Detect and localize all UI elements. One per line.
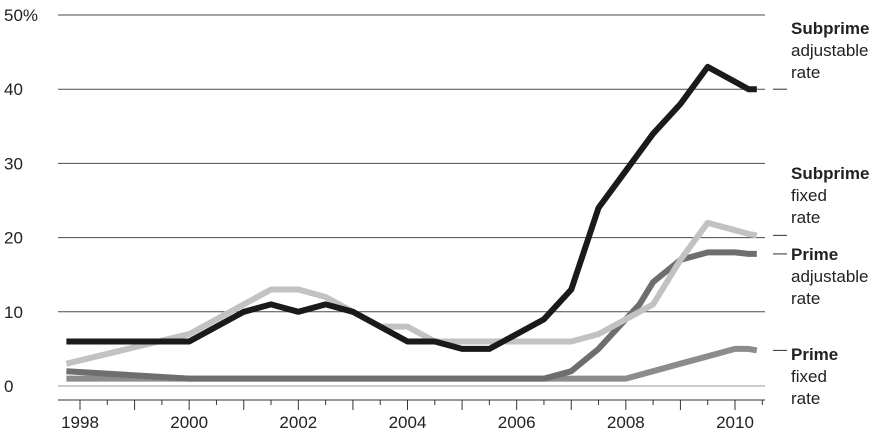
series-label-line-3: rate (791, 63, 821, 82)
x-tick-label-2008: 2008 (607, 413, 645, 432)
y-tick-label-30: 30 (4, 154, 23, 173)
series-label-subprime-fixed: Subprime fixed rate (791, 163, 869, 229)
x-tick-label-2000: 2000 (170, 413, 208, 432)
y-tick-label-10: 10 (4, 303, 23, 322)
series-label-line-1: Prime (791, 245, 839, 264)
x-tick-label-2010: 2010 (716, 413, 754, 432)
series-lines (65, 63, 758, 382)
series-label-line-3: rate (791, 289, 821, 308)
label-leader-lines (773, 88, 787, 351)
y-axis-tick-labels: 0 10 20 30 40 50% (4, 6, 38, 396)
series-label-line-2: fixed (791, 367, 827, 386)
series-line-subprime-fixed-rate (65, 219, 758, 367)
x-tick-label-2006: 2006 (498, 413, 536, 432)
y-tick-label-20: 20 (4, 229, 23, 248)
y-tick-label-0: 0 (4, 377, 13, 396)
series-line-subprime-adjustable-rate (66, 63, 757, 352)
series-line-prime-adjustable-rate (66, 249, 757, 382)
series-label-line-2: adjustable (791, 267, 869, 286)
series-label-line-1: Subprime (791, 164, 870, 183)
x-tick-label-2004: 2004 (389, 413, 427, 432)
series-label-line-2: fixed (791, 186, 827, 205)
grid-lines (58, 14, 765, 387)
x-tick-label-2002: 2002 (279, 413, 317, 432)
x-axis: 1998 2000 2002 2004 2006 2008 2010 (58, 399, 765, 432)
series-label-line-3: rate (791, 208, 821, 227)
x-tick-label-1998: 1998 (61, 413, 99, 432)
y-tick-label-50: 50% (4, 6, 38, 25)
series-label-prime-adjustable: Prime adjustable rate (791, 244, 869, 310)
series-label-line-3: rate (791, 389, 821, 408)
series-label-line-1: Prime (791, 345, 839, 364)
series-label-line-1: Subprime (791, 19, 870, 38)
series-label-line-2: adjustable (791, 41, 869, 60)
series-label-subprime-adjustable: Subprime adjustable rate (791, 18, 869, 84)
y-tick-label-40: 40 (4, 80, 23, 99)
series-label-prime-fixed: Prime fixed rate (791, 344, 838, 410)
series-line-prime-fixed-rate (66, 345, 758, 382)
